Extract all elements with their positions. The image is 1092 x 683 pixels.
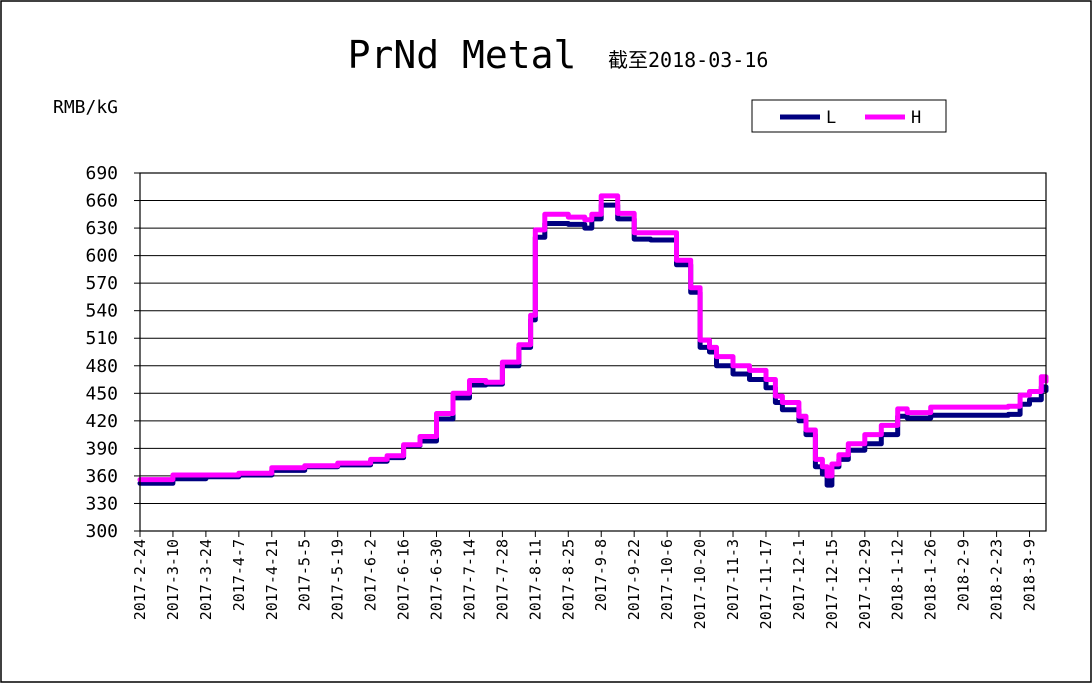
x-tick-label: 2017-3-24 [197,539,215,620]
y-tick-label: 570 [85,273,118,294]
legend-label-h: H [911,108,921,128]
y-axis-unit-label: RMB/kG [53,97,118,118]
x-tick-label: 2017-10-6 [658,539,676,620]
y-tick-label: 540 [85,301,118,322]
y-tick-label: 690 [85,163,118,184]
legend-label-l: L [826,108,836,128]
x-tick-label: 2017-6-30 [428,539,446,620]
legend: L H [751,99,947,133]
y-tick-label: 390 [85,438,118,459]
y-tick-label: 300 [85,521,118,542]
x-tick-label: 2018-3-9 [1021,539,1039,611]
x-tick-label: 2017-3-10 [164,539,182,620]
y-tick-label: 480 [85,356,118,377]
x-tick-label: 2017-11-17 [757,539,775,629]
x-tick-label: 2018-1-12 [889,539,907,620]
x-tick-label: 2017-4-21 [263,539,281,620]
chart-title: PrNd Metal [348,33,577,77]
y-tick-label: 600 [85,246,118,267]
plot-area [139,172,1047,532]
x-tick-label: 2017-12-15 [823,539,841,629]
x-tick-label: 2017-5-5 [296,539,314,611]
y-tick-label: 420 [85,411,118,432]
series-lines [137,193,1049,488]
x-axis-ticks: 2017-2-24 2017-3-10 2017-3-24 2017-4-7 2017-… [131,531,1039,629]
x-tick-label: 2017-7-14 [460,539,478,620]
x-tick-label: 2017-12-1 [790,539,808,620]
y-tick-label: 630 [85,218,118,239]
x-tick-label: 2017-9-22 [625,539,643,620]
x-tick-label: 2017-8-25 [559,539,577,620]
x-tick-label: 2017-6-2 [362,539,380,611]
y-tick-label: 510 [85,328,118,349]
x-tick-label: 2018-2-9 [955,539,973,611]
y-tick-label: 660 [85,191,118,212]
x-tick-label: 2017-12-29 [856,539,874,629]
x-tick-label: 2017-2-24 [131,539,149,620]
x-tick-label: 2018-1-26 [922,539,940,620]
y-axis-ticks: 300 330 360 390 420 450 480 510 540 570 600 630 660 6… [85,163,140,542]
y-tick-label: 330 [85,493,118,514]
x-tick-label: 2017-8-11 [526,539,544,620]
chart-subtitle: 截至2018-03-16 [608,48,768,72]
x-tick-label: 2017-7-28 [493,539,511,620]
x-tick-label: 2017-4-7 [230,539,248,611]
y-tick-label: 360 [85,466,118,487]
x-tick-label: 2017-9-8 [592,539,610,611]
series-line-h [137,193,1049,483]
y-tick-label: 450 [85,383,118,404]
x-tick-label: 2017-5-19 [329,539,347,620]
x-tick-label: 2017-10-20 [691,539,709,629]
x-tick-label: 2018-2-23 [988,539,1006,620]
x-tick-label: 2017-6-16 [395,539,413,620]
x-tick-label: 2017-11-3 [724,539,742,620]
